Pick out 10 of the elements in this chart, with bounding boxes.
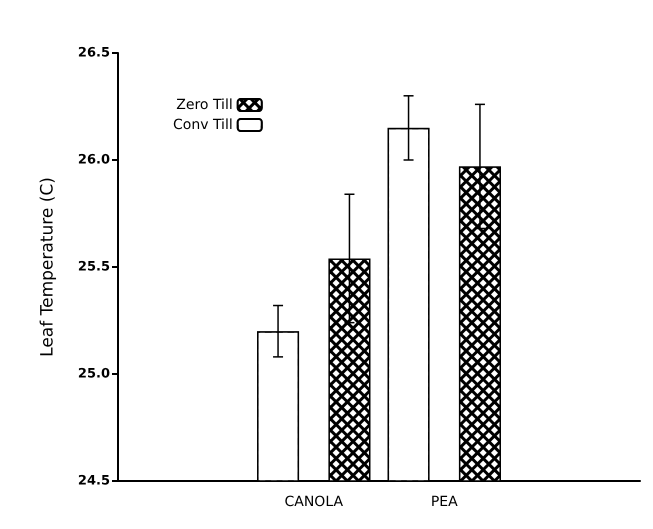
y-axis-title: Leaf Temperature (C)	[38, 177, 58, 357]
y-tick-label: 25.5	[78, 260, 110, 274]
y-tick-label: 26.5	[78, 46, 110, 60]
legend-label: Zero Till	[176, 97, 233, 113]
y-tick-label: 25.0	[78, 366, 110, 382]
y-tick-label: 26.0	[78, 152, 110, 168]
x-tick-label: PEA	[430, 494, 458, 510]
y-tick-label: 24.5	[78, 474, 110, 488]
legend-label: Conv Till	[172, 117, 233, 133]
x-tick-label: CANOLA	[284, 494, 344, 510]
